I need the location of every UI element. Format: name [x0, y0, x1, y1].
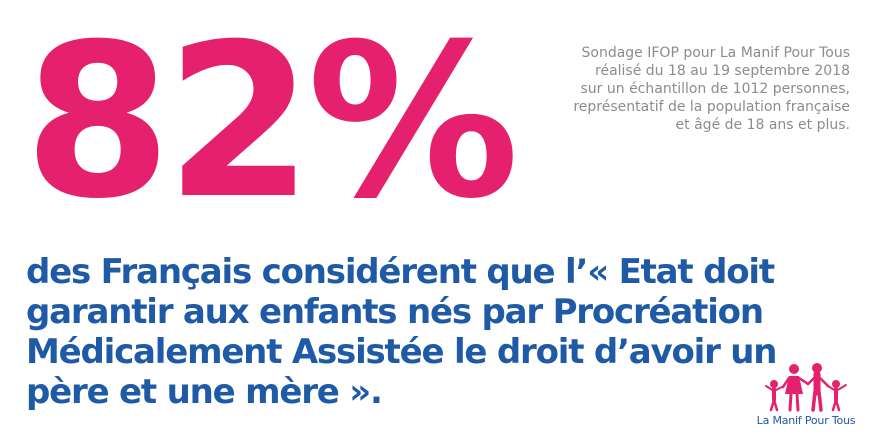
logo: La Manif Pour Tous: [744, 360, 868, 432]
logo-text: La Manif Pour Tous: [756, 414, 856, 427]
survey-source-note: Sondage IFOP pour La Manif Pour Tous réa…: [573, 45, 850, 133]
statement-text: des Français considérent que l’« Etat do…: [26, 252, 778, 412]
headline-stat: 82%: [24, 0, 519, 245]
family-icon: [765, 363, 847, 412]
